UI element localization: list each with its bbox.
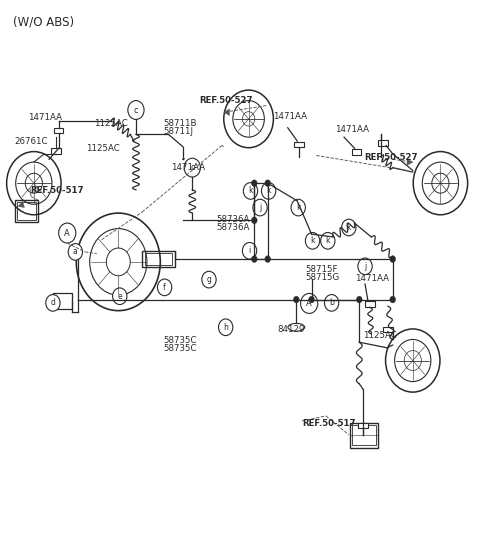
Text: c: c	[134, 105, 138, 115]
Text: h: h	[223, 323, 228, 332]
Circle shape	[324, 295, 339, 311]
Circle shape	[252, 256, 257, 262]
Text: e: e	[118, 292, 122, 301]
Text: d: d	[50, 299, 55, 307]
Circle shape	[321, 232, 335, 249]
Text: 1125AC: 1125AC	[363, 330, 397, 340]
Bar	[15, 200, 37, 222]
Text: 58715F: 58715F	[306, 265, 338, 274]
Text: k: k	[325, 236, 330, 245]
Circle shape	[390, 296, 396, 303]
Text: 58735C: 58735C	[164, 344, 197, 353]
Bar	[54, 128, 63, 133]
Text: 58711B: 58711B	[164, 119, 197, 128]
Text: j: j	[364, 262, 366, 271]
Bar	[378, 140, 388, 146]
Text: 1471AA: 1471AA	[171, 163, 205, 172]
Text: k: k	[248, 187, 253, 196]
Circle shape	[184, 158, 200, 177]
Text: 58715G: 58715G	[306, 273, 340, 282]
Bar	[51, 148, 61, 154]
Text: 58736A: 58736A	[216, 223, 250, 232]
Text: (W/O ABS): (W/O ABS)	[13, 15, 74, 28]
Text: A: A	[64, 228, 70, 237]
Text: REF.50-517: REF.50-517	[30, 187, 84, 196]
Circle shape	[59, 223, 76, 243]
Circle shape	[243, 183, 258, 199]
Text: c: c	[190, 163, 194, 172]
Circle shape	[262, 183, 276, 199]
Text: 1471AA: 1471AA	[356, 274, 389, 283]
Circle shape	[357, 296, 362, 303]
Text: REF.50-527: REF.50-527	[199, 96, 253, 105]
Polygon shape	[18, 201, 24, 208]
Circle shape	[342, 219, 356, 236]
Text: 58736A: 58736A	[216, 215, 250, 224]
Circle shape	[128, 101, 144, 119]
Bar	[144, 253, 172, 265]
Bar	[17, 202, 36, 220]
Circle shape	[293, 296, 299, 303]
Circle shape	[202, 271, 216, 288]
Circle shape	[265, 256, 271, 262]
Text: a: a	[73, 247, 78, 256]
Text: i: i	[249, 246, 251, 255]
Text: A: A	[306, 299, 312, 308]
Text: REF.50-527: REF.50-527	[364, 153, 418, 162]
Circle shape	[218, 319, 233, 335]
Text: 1125AC: 1125AC	[95, 119, 128, 128]
Circle shape	[265, 180, 271, 187]
Text: 1471AA: 1471AA	[28, 113, 61, 123]
Circle shape	[253, 199, 267, 216]
Text: 84129: 84129	[277, 325, 305, 334]
Text: b: b	[329, 299, 334, 307]
Circle shape	[252, 180, 257, 187]
Bar	[365, 301, 374, 307]
Polygon shape	[407, 159, 413, 165]
Text: 1471AA: 1471AA	[336, 125, 370, 134]
Circle shape	[157, 279, 172, 296]
Bar	[350, 423, 378, 447]
Text: k: k	[310, 236, 315, 245]
Circle shape	[113, 288, 127, 305]
Bar	[352, 149, 361, 155]
Circle shape	[390, 256, 396, 262]
Text: 26761C: 26761C	[15, 136, 48, 145]
Circle shape	[242, 242, 257, 259]
Bar	[383, 327, 393, 333]
Circle shape	[300, 294, 318, 314]
Text: REF.50-517: REF.50-517	[302, 419, 356, 428]
Circle shape	[358, 258, 372, 275]
Bar	[142, 251, 175, 267]
Text: k: k	[347, 223, 351, 232]
Bar	[352, 426, 376, 445]
Circle shape	[68, 243, 83, 260]
Text: k: k	[266, 187, 271, 196]
Text: 1125AC: 1125AC	[86, 144, 120, 153]
Polygon shape	[224, 109, 229, 115]
Text: g: g	[206, 275, 211, 284]
Bar	[294, 141, 304, 147]
Circle shape	[309, 296, 314, 303]
Bar	[359, 423, 368, 428]
Text: j: j	[259, 203, 261, 212]
Circle shape	[252, 217, 257, 223]
Circle shape	[305, 232, 320, 249]
Text: k: k	[296, 203, 300, 212]
Text: 58711J: 58711J	[164, 126, 193, 135]
Circle shape	[46, 295, 60, 311]
Circle shape	[291, 199, 305, 216]
Bar	[53, 294, 72, 309]
Text: f: f	[163, 283, 166, 292]
Text: 1471AA: 1471AA	[274, 112, 307, 121]
Text: 58735C: 58735C	[164, 336, 197, 345]
